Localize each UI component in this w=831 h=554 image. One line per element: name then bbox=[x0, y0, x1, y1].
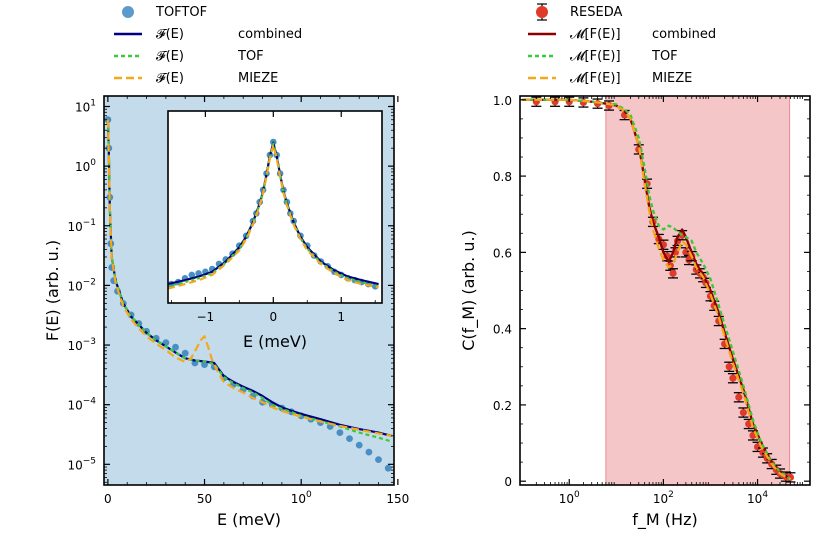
inset-panel: −1 0 1 E (meV) bbox=[167, 110, 383, 351]
legend-suffix-3: MIEZE bbox=[238, 71, 278, 86]
data-point bbox=[188, 271, 196, 279]
y-tick-label: 10−5 bbox=[67, 456, 96, 472]
series-line-TOF bbox=[522, 98, 792, 481]
y-tick-label: 10−2 bbox=[67, 277, 96, 293]
legend-marker-0 bbox=[122, 6, 134, 18]
chart-panel-right: 100 102 104 0 0.2 0.4 0.6 0.8 1.0 f_M (Hz) C(f_M) … bbox=[459, 3, 811, 530]
data-point bbox=[346, 435, 353, 442]
y-axis-label: C(f_M) (arb. u.) bbox=[459, 230, 479, 351]
data-point bbox=[739, 408, 747, 417]
y-tick-label: 0.2 bbox=[493, 399, 512, 413]
legend-label-2: 𝓜[F(E)] bbox=[570, 49, 621, 64]
data-point bbox=[669, 269, 677, 277]
legend-label-0: TOFTOF bbox=[155, 5, 207, 20]
data-point bbox=[725, 363, 733, 371]
plot-area bbox=[104, 116, 393, 472]
data-point bbox=[682, 248, 690, 256]
x-tick-label: 100 bbox=[291, 490, 312, 506]
legend-label-2: 𝓕(E) bbox=[156, 49, 184, 64]
x-tick-label: 104 bbox=[747, 490, 768, 506]
series-line-TOF bbox=[106, 119, 393, 443]
y-tick-label: 0 bbox=[504, 475, 512, 489]
legend-marker-0 bbox=[536, 6, 548, 18]
inset-x-tick-label: 1 bbox=[337, 310, 345, 324]
legend-label-1: 𝓜[F(E)] bbox=[570, 27, 621, 42]
data-point bbox=[735, 393, 743, 401]
legend-suffix-2: TOF bbox=[651, 49, 678, 64]
data-point bbox=[336, 429, 344, 436]
y-tick-label: 0.6 bbox=[493, 246, 512, 260]
data-point bbox=[172, 343, 179, 351]
data-point bbox=[355, 441, 363, 449]
data-point bbox=[375, 456, 382, 463]
inset-plot-area bbox=[168, 138, 379, 290]
shaded-region bbox=[605, 96, 790, 485]
data-point bbox=[729, 374, 737, 382]
y-tick-label: 101 bbox=[75, 99, 96, 115]
legend-suffix-2: TOF bbox=[237, 49, 264, 64]
inset-x-tick-label: 0 bbox=[269, 310, 277, 324]
data-point bbox=[365, 448, 373, 456]
legend-label-0: RESEDA bbox=[570, 5, 622, 20]
inset-x-axis-label: E (meV) bbox=[243, 332, 307, 351]
legend-label-3: 𝓜[F(E)] bbox=[570, 71, 621, 86]
legend-suffix-3: MIEZE bbox=[652, 71, 692, 86]
series-line-MIEZE bbox=[106, 119, 393, 437]
y-tick-label: 0.8 bbox=[493, 170, 512, 184]
axes-frame bbox=[103, 95, 395, 486]
x-tick-label: 0 bbox=[104, 492, 112, 506]
x-tick-label: 150 bbox=[386, 492, 409, 506]
y-tick-label: 0.4 bbox=[493, 323, 512, 337]
y-tick-label: 1.0 bbox=[493, 94, 512, 108]
legend-suffix-1: combined bbox=[652, 27, 716, 42]
x-tick-label: 50 bbox=[197, 492, 212, 506]
data-point bbox=[384, 464, 392, 472]
legend-suffix-1: combined bbox=[238, 27, 302, 42]
series-line-MIEZE bbox=[168, 144, 379, 290]
data-point bbox=[181, 349, 189, 357]
y-tick-label: 10−1 bbox=[67, 218, 96, 234]
x-axis-label: f_M (Hz) bbox=[632, 510, 697, 530]
plot-area bbox=[522, 96, 796, 483]
x-tick-label: 102 bbox=[653, 490, 674, 506]
data-point bbox=[201, 361, 208, 368]
inset-x-tick-label: −1 bbox=[197, 310, 215, 324]
x-tick-label: 100 bbox=[559, 490, 580, 506]
series-line-combined bbox=[522, 98, 792, 481]
inset-frame bbox=[167, 110, 383, 304]
legend-label-3: 𝓕(E) bbox=[156, 71, 184, 86]
legend-label-1: 𝓕(E) bbox=[156, 27, 184, 42]
y-tick-label: 10−4 bbox=[67, 397, 96, 413]
y-tick-label: 10−3 bbox=[67, 337, 96, 353]
y-tick-label: 100 bbox=[75, 158, 96, 174]
y-axis-label: F(E) (arb. u.) bbox=[43, 240, 62, 341]
x-axis-label: E (meV) bbox=[217, 510, 281, 529]
